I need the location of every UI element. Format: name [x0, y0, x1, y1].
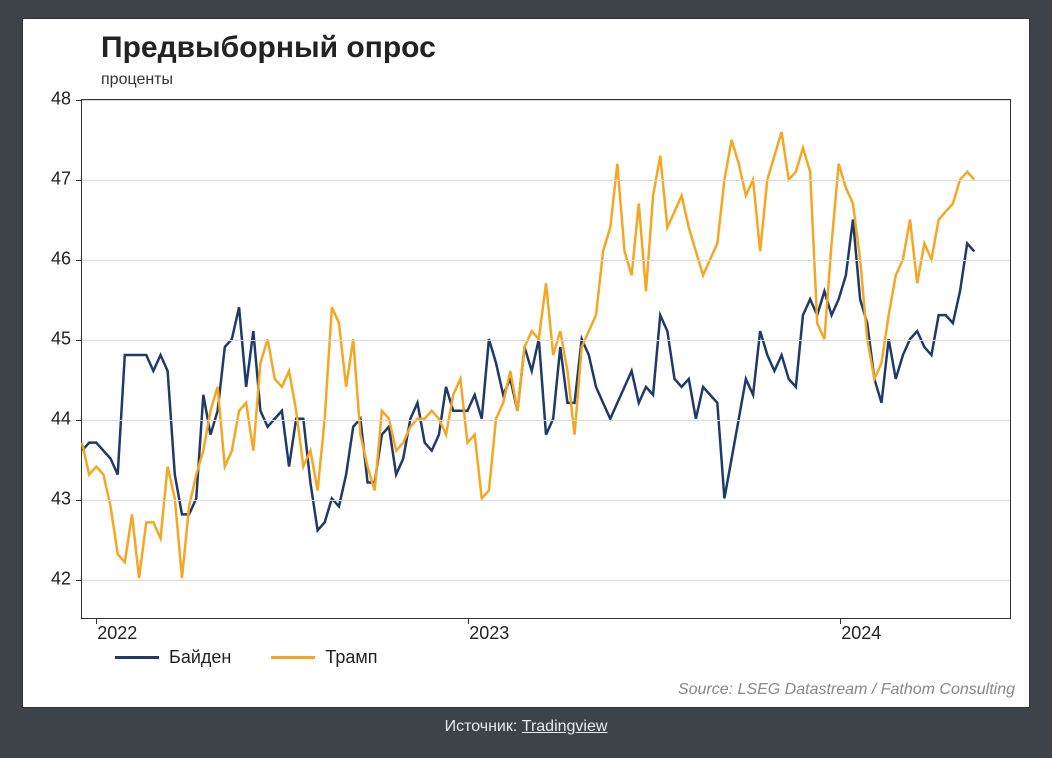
y-tick-label: 44: [31, 409, 71, 430]
y-tick-label: 47: [31, 169, 71, 190]
legend-item-trump: Трамп: [271, 647, 377, 668]
caption-link[interactable]: Tradingview: [522, 718, 608, 735]
plot-area: [81, 99, 1011, 619]
series-line: [82, 220, 974, 531]
source-text: Source: LSEG Datastream / Fathom Consult…: [678, 681, 1015, 699]
x-tick-label: 2024: [841, 623, 881, 644]
y-tick-label: 46: [31, 249, 71, 270]
chart-card: Предвыборный опрос проценты 42 43 44 45 46 47…: [22, 18, 1030, 708]
y-tick-label: 42: [31, 569, 71, 590]
chart-lines-svg: [82, 100, 1010, 618]
legend-item-biden: Байден: [115, 647, 231, 668]
legend-swatch-biden: [115, 656, 159, 659]
chart-title: Предвыборный опрос: [101, 31, 436, 65]
legend-swatch-trump: [271, 656, 315, 659]
x-tick-label: 2022: [97, 623, 137, 644]
legend-label-trump: Трамп: [325, 647, 377, 668]
caption-prefix: Источник:: [445, 718, 522, 735]
y-tick-label: 45: [31, 329, 71, 350]
y-tick-label: 43: [31, 489, 71, 510]
legend-label-biden: Байден: [169, 647, 231, 668]
chart-subtitle: проценты: [101, 71, 173, 89]
page-outer: Предвыборный опрос проценты 42 43 44 45 46 47…: [0, 0, 1052, 758]
caption: Источник: Tradingview: [445, 718, 608, 736]
y-tick-label: 48: [31, 89, 71, 110]
legend: Байден Трамп: [115, 647, 377, 668]
x-tick-label: 2023: [469, 623, 509, 644]
